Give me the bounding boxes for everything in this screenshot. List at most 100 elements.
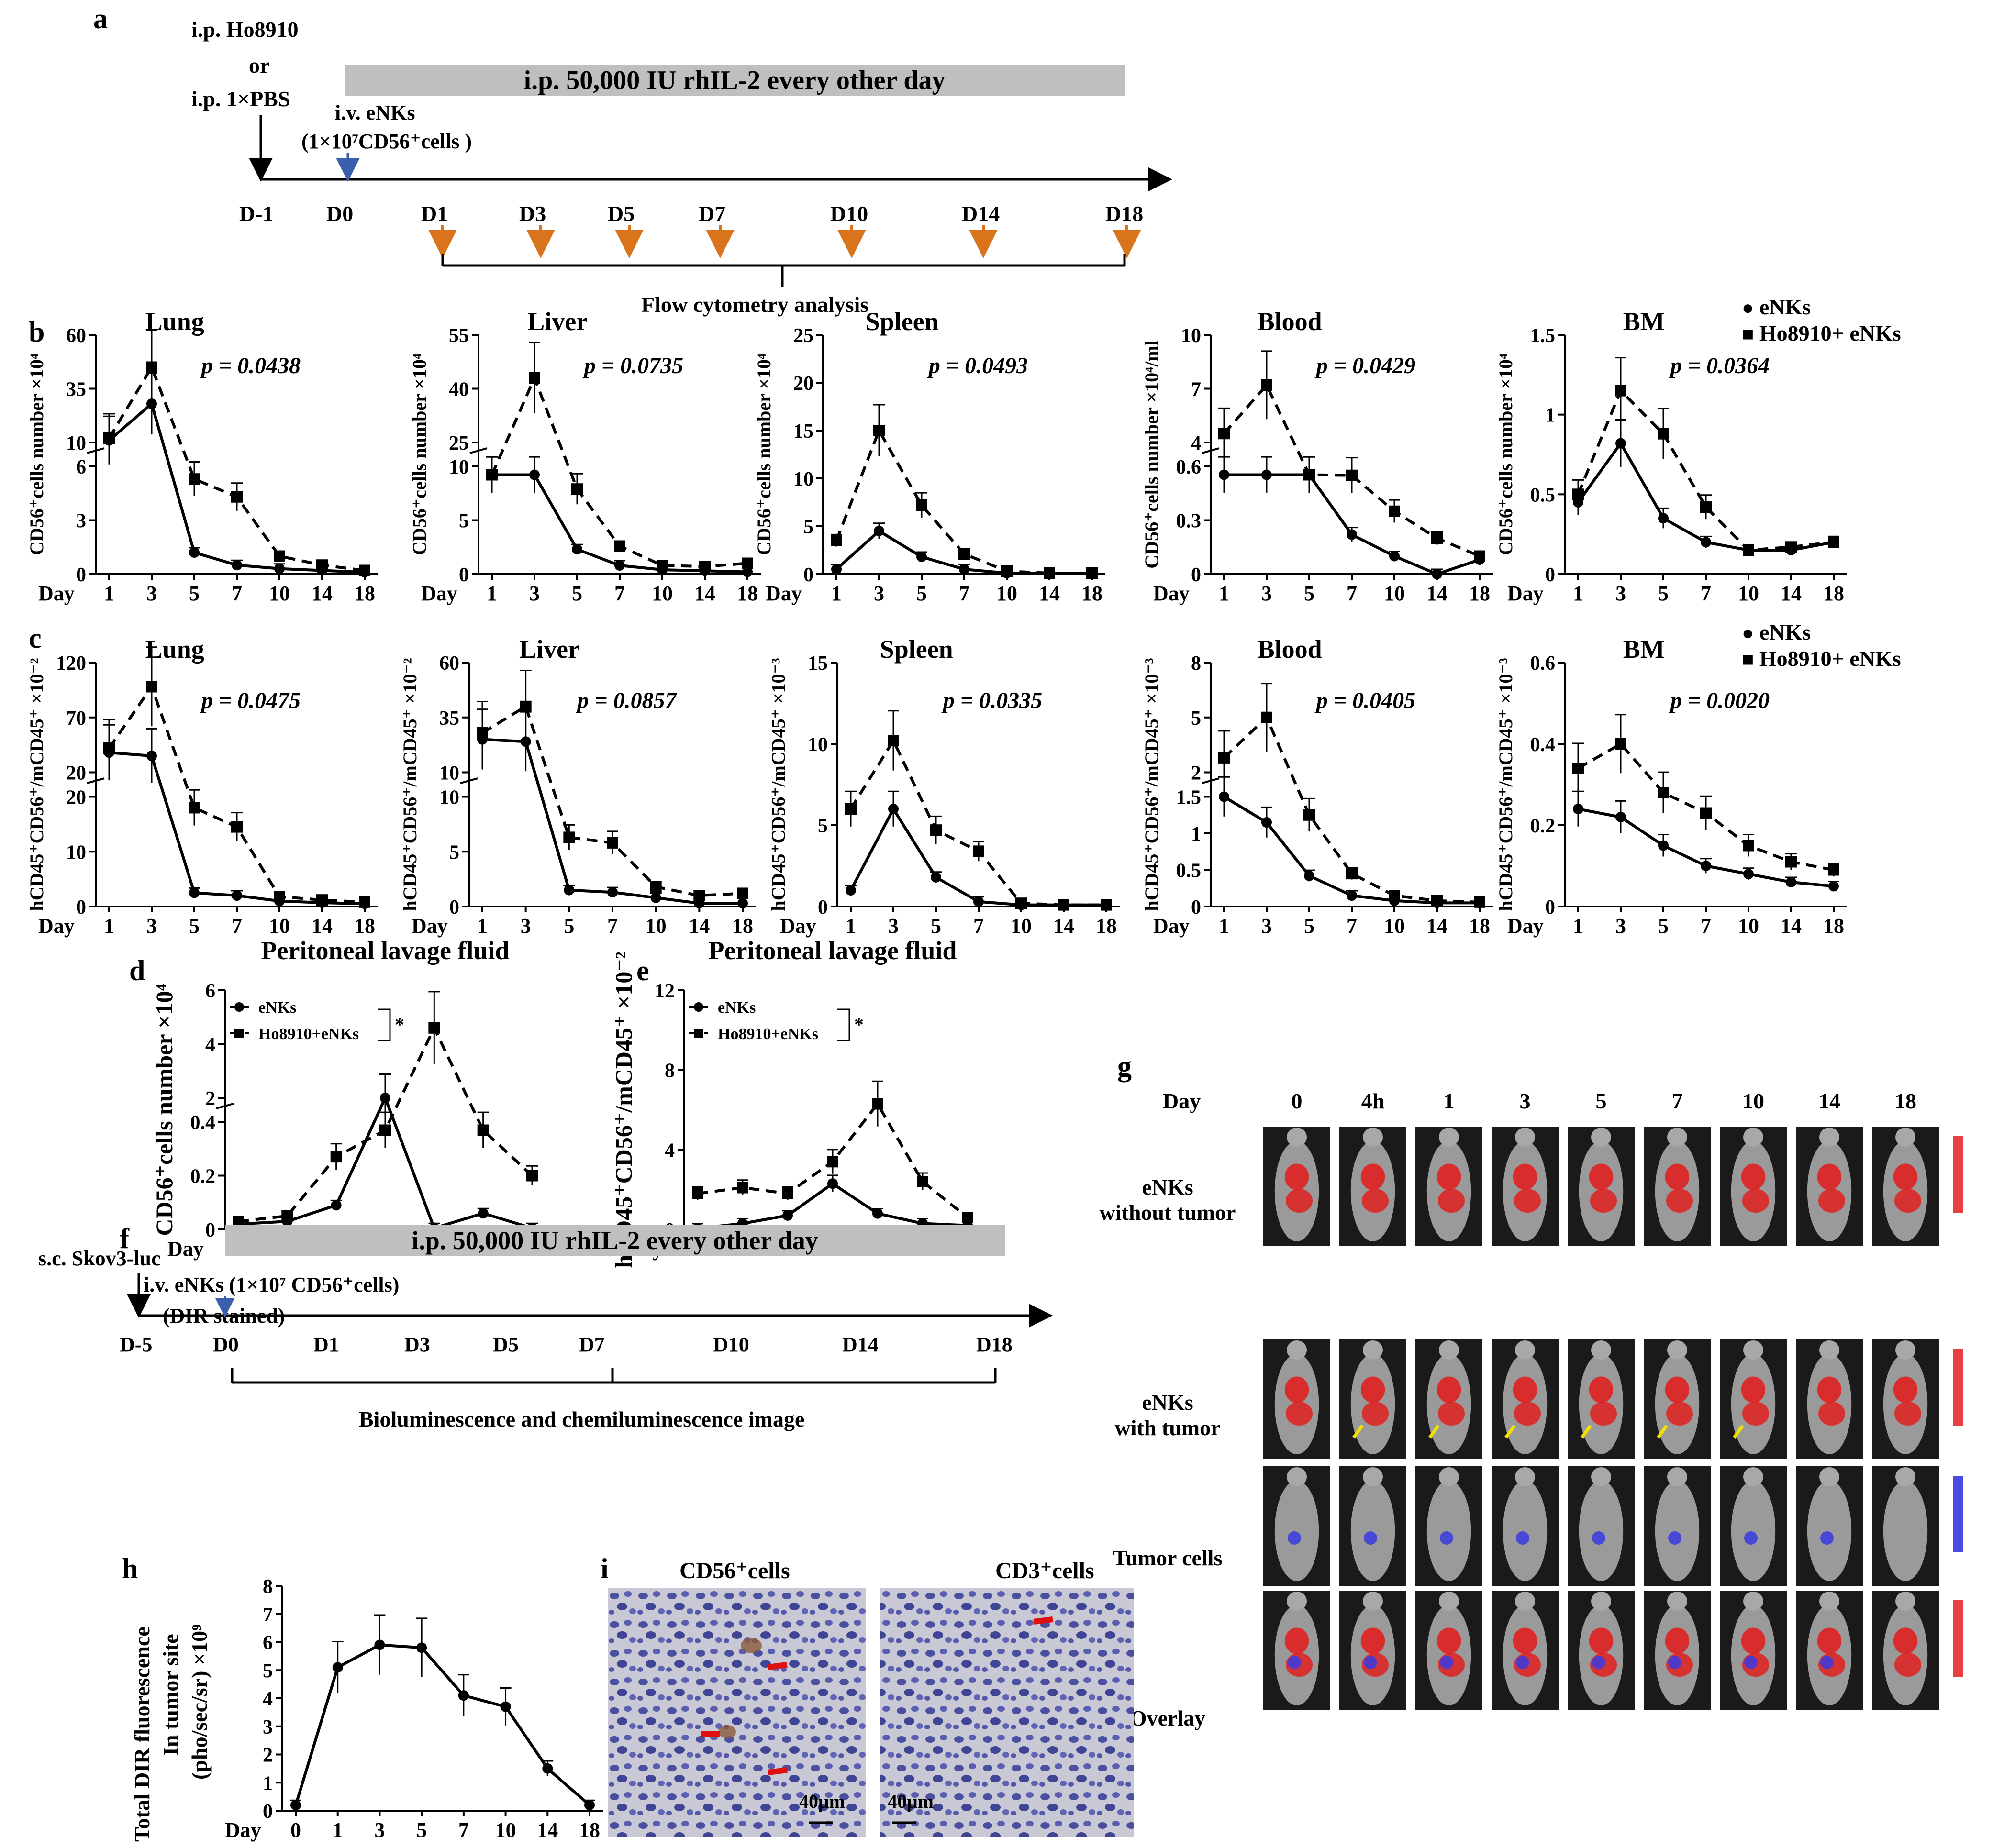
x-tick-label: 1 bbox=[104, 914, 114, 938]
x-tick-label: 3 bbox=[1615, 582, 1626, 605]
chart-c-spleen: 0 5 10 15 1 3 5 7 10 14 18 Day Spleen p = 0.0335 hCD45… bbox=[768, 635, 1120, 938]
y-tick-label: 0 bbox=[263, 1801, 273, 1823]
timeline-f-day: D1 bbox=[313, 1333, 339, 1356]
marker-square bbox=[1615, 385, 1626, 397]
marker-circle bbox=[872, 1208, 883, 1219]
marker-square bbox=[477, 1124, 489, 1136]
marker-square bbox=[657, 560, 668, 571]
panel-label-g: g bbox=[1117, 1051, 1132, 1082]
legend-d: eNKs Ho8910+eNKs * bbox=[230, 999, 404, 1043]
y-tick-label: 35 bbox=[66, 379, 86, 401]
timeline-a-line2: or bbox=[249, 53, 270, 77]
p-value: p = 0.0493 bbox=[927, 353, 1028, 378]
mouse-image bbox=[1720, 1591, 1787, 1710]
ihc-cd3-image bbox=[880, 1588, 1134, 1837]
y-tick-label: 15 bbox=[793, 421, 813, 443]
panel-g-column-label: 3 bbox=[1519, 1089, 1531, 1113]
y-tick-label: 15 bbox=[808, 653, 828, 675]
marker-circle bbox=[650, 892, 661, 903]
marker-circle bbox=[973, 896, 984, 907]
x-tick-label: 1 bbox=[1573, 582, 1583, 605]
y-axis-label: CD56⁺cells number ×10⁴ bbox=[753, 354, 775, 555]
x-tick-label: 7 bbox=[232, 582, 242, 605]
y-tick-label: 4 bbox=[263, 1688, 273, 1710]
marker-square bbox=[845, 803, 857, 815]
marker-circle bbox=[1347, 890, 1357, 901]
y-tick-label: 4 bbox=[665, 1140, 675, 1162]
x-tick-label: 18 bbox=[579, 1818, 600, 1842]
marker-circle bbox=[1828, 881, 1839, 892]
y-tick-label: 0.3 bbox=[1176, 510, 1202, 532]
panel-g-column-label: 0 bbox=[1291, 1089, 1303, 1113]
marker-circle bbox=[1658, 840, 1669, 851]
marker-circle bbox=[332, 1662, 343, 1673]
x-tick-label: 18 bbox=[354, 582, 375, 605]
x-axis-day-label: Day bbox=[38, 582, 75, 605]
y-axis-label: CD56⁺cells number ×10⁴ bbox=[26, 354, 47, 555]
y-tick-label: 10 bbox=[793, 468, 813, 490]
timeline-f-day: D10 bbox=[713, 1333, 749, 1356]
marker-circle bbox=[1615, 812, 1626, 822]
y-tick-label: 5 bbox=[803, 516, 813, 538]
marker-circle bbox=[1389, 551, 1400, 562]
marker-circle bbox=[374, 1639, 385, 1650]
chart-title: Lung bbox=[145, 635, 204, 664]
chart-title: Peritoneal lavage fluid bbox=[261, 936, 510, 965]
y-axis-label: hCD45⁺CD56⁺/mCD45⁺ ×10⁻² bbox=[26, 658, 47, 911]
y-tick-label: 2 bbox=[263, 1745, 273, 1767]
timeline-f-analysis: Bioluminescence and chemiluminescence im… bbox=[359, 1407, 805, 1431]
marker-square bbox=[1346, 469, 1358, 481]
x-tick-label: 14 bbox=[1053, 914, 1074, 938]
mouse-image bbox=[1263, 1591, 1330, 1710]
mouse-image bbox=[1492, 1127, 1559, 1246]
marker-square bbox=[958, 548, 970, 560]
marker-circle bbox=[564, 885, 575, 896]
x-tick-label: 7 bbox=[614, 582, 625, 605]
timeline-a-injection-1: i.v. eNKs bbox=[335, 101, 415, 124]
y-tick-label: 5 bbox=[1191, 708, 1201, 730]
y-axis-label: CD56⁺cells number ×10⁴/ml bbox=[1141, 340, 1162, 568]
marker-square bbox=[1261, 379, 1272, 391]
panel-i-right-title: CD3⁺cells bbox=[995, 1558, 1094, 1583]
y-tick-label: 0 bbox=[1545, 896, 1555, 918]
marker-circle bbox=[742, 566, 753, 577]
y-axis-label: CD56⁺cells number ×10⁴ bbox=[151, 984, 178, 1236]
y-tick-label: 2 bbox=[1191, 763, 1201, 785]
y-tick-label: 55 bbox=[449, 325, 469, 347]
timeline-a-day: D7 bbox=[699, 201, 726, 226]
marker-circle bbox=[232, 560, 242, 571]
marker-circle bbox=[1615, 438, 1626, 449]
marker-square bbox=[692, 1188, 703, 1199]
chart-title: Spleen bbox=[880, 635, 953, 664]
x-tick-label: 1 bbox=[104, 582, 114, 605]
marker-circle bbox=[1261, 817, 1272, 828]
y-tick-label: 0.2 bbox=[1530, 815, 1556, 837]
x-tick-label: 18 bbox=[1096, 914, 1117, 938]
red-arrow-icon bbox=[768, 1767, 788, 1775]
chart-title: BM bbox=[1623, 307, 1665, 336]
y-axis-label: hCD45⁺CD56⁺/mCD45⁺ ×10⁻³ bbox=[1141, 658, 1162, 911]
legend-c-ho8910: ■ Ho8910+ eNKs bbox=[1742, 646, 1901, 671]
marker-square bbox=[1218, 752, 1230, 764]
marker-square bbox=[1474, 896, 1485, 908]
x-tick-label: 5 bbox=[1304, 914, 1314, 938]
marker-square bbox=[359, 564, 370, 576]
marker-square bbox=[146, 681, 157, 693]
y-tick-label: 40 bbox=[449, 379, 469, 401]
y-tick-label: 1.5 bbox=[1176, 787, 1202, 809]
marker-square bbox=[1785, 856, 1797, 868]
y-axis-label: hCD45⁺CD56⁺/mCD45⁺ ×10⁻³ bbox=[1495, 658, 1516, 911]
x-tick-label: 1 bbox=[477, 914, 488, 938]
x-tick-label: 1 bbox=[487, 582, 497, 605]
panel-label-a: a bbox=[93, 3, 108, 34]
marker-square bbox=[1572, 488, 1584, 500]
timeline-f-start: s.c. Skov3-luc bbox=[38, 1247, 161, 1270]
x-tick-label: 5 bbox=[931, 914, 941, 938]
chart-title: Spleen bbox=[866, 307, 939, 336]
marker-square bbox=[379, 1124, 391, 1136]
series-line-0 bbox=[294, 1643, 590, 1806]
marker-square bbox=[917, 1176, 928, 1187]
mouse-image bbox=[1644, 1339, 1711, 1459]
x-tick-label: 14 bbox=[694, 582, 715, 605]
marker-square bbox=[1346, 868, 1358, 880]
